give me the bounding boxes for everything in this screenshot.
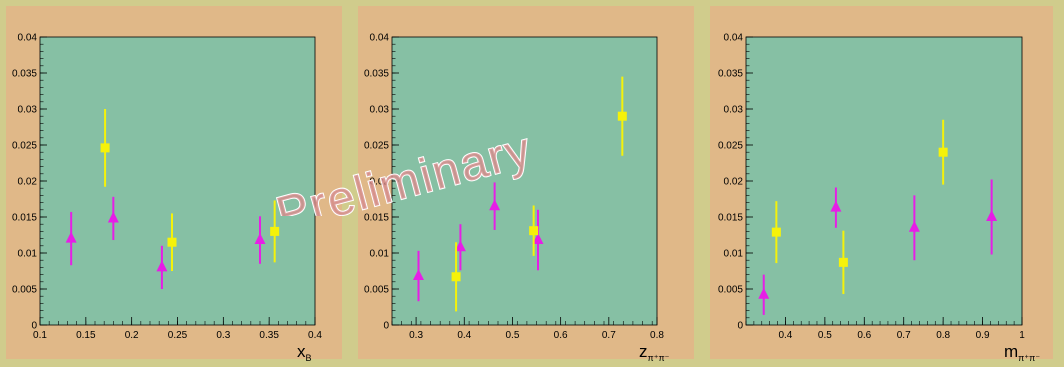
x-tick-label: 1 (1019, 330, 1025, 341)
x-tick-label: 0.3 (216, 330, 230, 341)
triangle-point (532, 233, 544, 245)
y-tick-label: 0.035 (718, 69, 743, 80)
y-tick-label: 0 (737, 321, 743, 332)
y-tick-label: 0 (31, 321, 37, 332)
y-tick-label: 0.01 (18, 249, 38, 260)
y-tick-label: 0.04 (724, 33, 744, 44)
x-axis-label: xB (297, 342, 312, 363)
y-tick-label: 0.015 (364, 213, 389, 224)
triangle-point (986, 210, 998, 221)
x-tick-label: 0.6 (857, 330, 871, 341)
x-axis-label-subscript: π⁺π⁻ (1018, 353, 1040, 363)
x-tick-label: 0.15 (76, 330, 96, 341)
y-tick-label: 0.04 (18, 33, 38, 44)
plot-area (39, 36, 316, 326)
x-tick-label: 0.3 (409, 330, 423, 341)
y-tick-label: 0.04 (370, 33, 390, 44)
x-tick-label: 0.4 (308, 330, 322, 341)
square-point (167, 237, 177, 247)
square-point (838, 257, 848, 267)
x-tick-label: 0.2 (125, 330, 139, 341)
square-point (938, 147, 948, 157)
triangle-point (758, 287, 770, 299)
chart-z: 0 0.005 0.01 0.015 0.02 0.025 0.03 0.035 0.04 0.3… (364, 33, 670, 364)
triangle-point (156, 260, 168, 272)
panel-xb: 0 0.005 0.01 0.015 0.02 0.025 0.03 0.035 0.04 0.1… (6, 6, 342, 364)
y-tick-label: 0.025 (718, 141, 743, 152)
y-tick-label: 0.035 (364, 69, 389, 80)
x-tick-label: 0.5 (818, 330, 832, 341)
panel-m: 0 0.005 0.01 0.015 0.02 0.025 0.03 0.035 0.04 0.4… (710, 6, 1053, 364)
y-tick-label: 0.025 (364, 141, 389, 152)
square-point (451, 272, 461, 282)
y-tick-label: 0.025 (12, 141, 37, 152)
square-point (617, 111, 627, 121)
y-tick-label: 0.03 (724, 105, 744, 116)
square-point (771, 227, 781, 237)
y-tick-label: 0.02 (18, 177, 38, 188)
x-tick-label: 0.9 (976, 330, 990, 341)
x-tick-label: 0.4 (778, 330, 792, 341)
x-tick-label: 0.7 (897, 330, 911, 341)
y-tick-label: 0.03 (370, 105, 390, 116)
square-point (270, 226, 280, 236)
y-tick-label: 0.03 (18, 105, 38, 116)
y-tick-label: 0.005 (364, 285, 389, 296)
x-tick-label: 0.8 (650, 330, 664, 341)
panel-z: 0 0.005 0.01 0.015 0.02 0.025 0.03 0.035 0.04 0.3… (358, 6, 694, 364)
y-tick-label: 0 (383, 321, 389, 332)
y-tick-label: 0.02 (724, 177, 744, 188)
y-tick-label: 0.035 (12, 69, 37, 80)
x-tick-label: 0.5 (506, 330, 520, 341)
x-tick-label: 0.1 (33, 330, 47, 341)
triangle-point (830, 200, 842, 212)
chart-m: 0 0.005 0.01 0.015 0.02 0.025 0.03 0.035 0.04 0.4… (718, 33, 1040, 364)
y-tick-label: 0.005 (718, 285, 743, 296)
chart-xb: 0 0.005 0.01 0.015 0.02 0.025 0.03 0.035 0.04 0.1… (12, 33, 322, 364)
triangle-point (413, 269, 424, 281)
x-axis-label: mπ⁺π⁻ (1004, 342, 1040, 363)
x-tick-label: 0.7 (602, 330, 616, 341)
x-tick-label: 0.8 (936, 330, 950, 341)
triangle-point (254, 233, 266, 245)
square-point (100, 143, 110, 153)
y-tick-label: 0.015 (12, 213, 37, 224)
x-axis-label: zπ⁺π⁻ (639, 342, 670, 363)
y-tick-label: 0.02 (370, 177, 390, 188)
x-tick-label: 0.4 (457, 330, 471, 341)
x-axis-label-subscript: π⁺π⁻ (648, 353, 670, 363)
triangle-point (908, 220, 920, 232)
triangle-point (454, 240, 466, 252)
square-point (529, 226, 539, 236)
x-tick-label: 0.6 (554, 330, 568, 341)
x-tick-label: 0.35 (259, 330, 279, 341)
triangle-point (65, 231, 77, 243)
y-tick-label: 0.005 (12, 285, 37, 296)
x-tick-label: 0.25 (168, 330, 188, 341)
plot-area (745, 36, 1023, 326)
y-tick-label: 0.01 (724, 249, 744, 260)
y-tick-label: 0.01 (370, 249, 390, 260)
x-axis-label-subscript: B (306, 353, 312, 363)
y-tick-label: 0.015 (718, 213, 743, 224)
triangle-point (107, 211, 119, 223)
triangle-point (489, 199, 501, 211)
plot-area (391, 36, 658, 326)
